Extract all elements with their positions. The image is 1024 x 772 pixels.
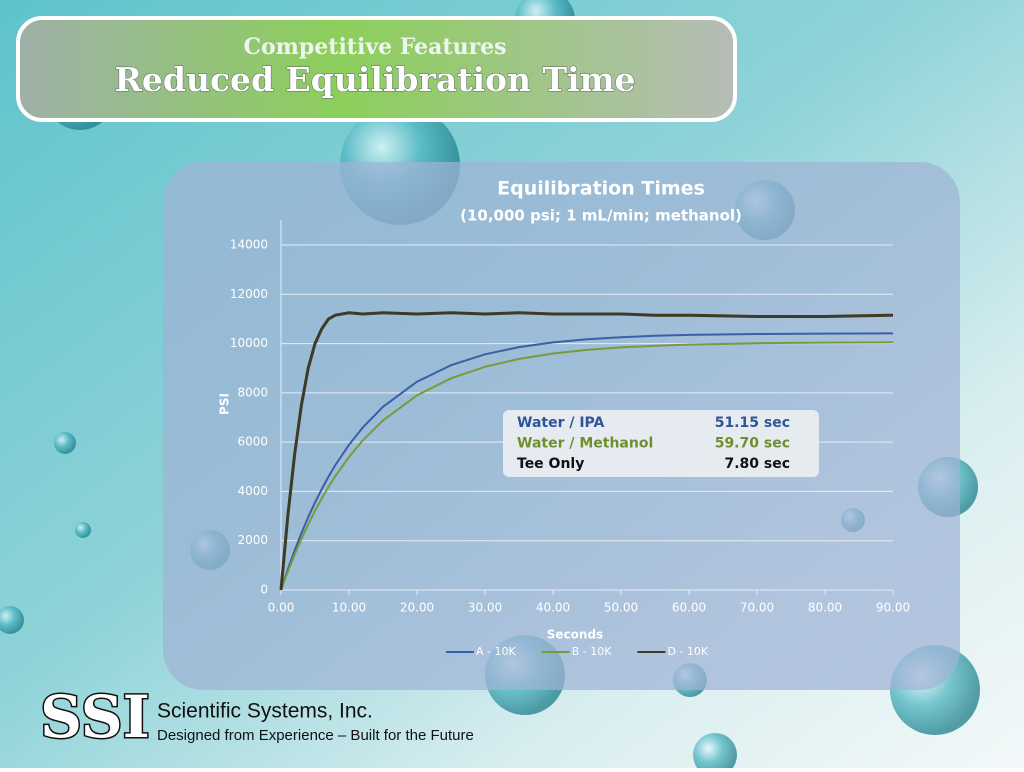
series-line: [279, 311, 894, 591]
y-tick-label: 12000: [230, 287, 268, 301]
legend-label: A - 10K: [476, 645, 516, 658]
annotation-label: Water / IPA: [517, 415, 605, 431]
annotation-box: [503, 410, 819, 477]
y-tick-label: 14000: [230, 238, 268, 252]
x-tick-label: 90.00: [876, 601, 910, 615]
series-line: [280, 332, 894, 591]
x-tick-label: 70.00: [740, 601, 774, 615]
x-tick-label: 60.00: [672, 601, 706, 615]
x-tick-label: 10.00: [332, 601, 366, 615]
y-tick-label: 4000: [237, 484, 268, 498]
slide-title: Reduced Equilibration Time: [114, 60, 635, 99]
annotation-value: 7.80 sec: [724, 456, 790, 472]
x-tick-label: 40.00: [536, 601, 570, 615]
y-axis-label: PSI: [218, 393, 232, 415]
x-tick-label: 50.00: [604, 601, 638, 615]
x-tick-label: 80.00: [808, 601, 842, 615]
chart: Equilibration Times (10,000 psi; 1 mL/min…: [218, 178, 911, 659]
annotation-label: Tee Only: [517, 456, 584, 472]
y-tick-label: 2000: [237, 533, 268, 547]
tagline: Designed from Experience – Built for the…: [157, 727, 474, 744]
x-tick-label: 20.00: [400, 601, 434, 615]
series-line: [280, 341, 894, 591]
y-tick-label: 8000: [237, 385, 268, 399]
y-tick-label: 10000: [230, 336, 268, 350]
annotation-value: 59.70 sec: [715, 436, 790, 452]
company-name: Scientific Systems, Inc.: [157, 700, 373, 723]
legend-label: B - 10K: [572, 645, 613, 658]
x-axis-label: Seconds: [547, 628, 603, 642]
header-box: [16, 16, 737, 122]
y-tick-label: 6000: [237, 435, 268, 449]
chart-title: Equilibration Times: [497, 178, 705, 200]
logo: SSI: [40, 683, 150, 751]
legend-label: D - 10K: [667, 645, 708, 658]
x-tick-label: 30.00: [468, 601, 502, 615]
x-tick-label: 0.00: [268, 601, 295, 615]
y-tick-label: 0: [260, 583, 268, 597]
annotation-label: Water / Methanol: [517, 436, 653, 452]
chart-subtitle: (10,000 psi; 1 mL/min; methanol): [460, 207, 742, 225]
slide-kicker: Competitive Features: [243, 34, 506, 60]
annotation-value: 51.15 sec: [715, 415, 790, 431]
